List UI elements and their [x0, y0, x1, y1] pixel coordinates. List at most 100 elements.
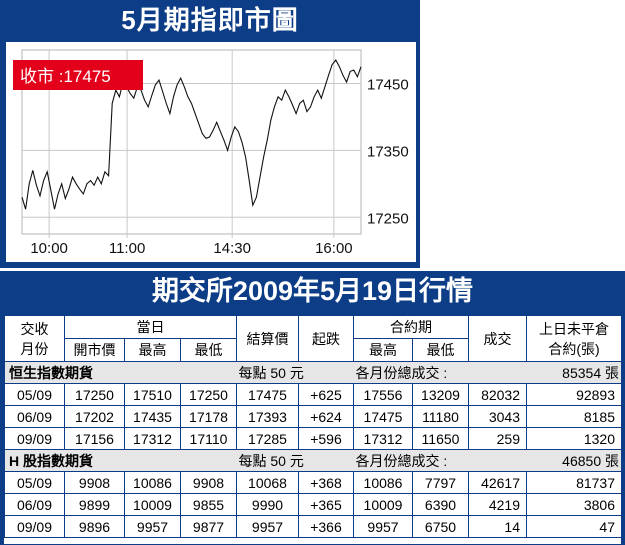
- x-tick-label: 14:30: [213, 240, 251, 257]
- table-row: 09/09 17156 17312 17110 17285 +596 17312 11650 2…: [4, 427, 622, 450]
- cell-low: 17178: [180, 405, 237, 428]
- cell-month: 06/09: [4, 493, 65, 516]
- chart-panel: 5月期指即市圖 10:00 11:00 14:30 16:00 17250 17350 1…: [0, 0, 420, 268]
- y-tick-label: 17250: [367, 210, 409, 227]
- cell-contract-high: 17556: [353, 383, 413, 406]
- cell-high: 17435: [124, 405, 181, 428]
- chart-title: 5月期指即市圖: [121, 5, 299, 35]
- header-open: 開市價: [64, 338, 125, 362]
- cell-month: 05/09: [4, 383, 65, 406]
- cell-contract-high: 9957: [353, 515, 413, 538]
- header-high: 最高: [124, 338, 181, 362]
- cell-high: 10009: [124, 493, 181, 516]
- cell-settle: 17285: [236, 427, 299, 450]
- cell-contract-low: 7797: [412, 471, 469, 494]
- section-total: 85354 張: [526, 361, 622, 384]
- table-row: 06/09 9899 10009 9855 9990 +365 10009 6390 4219 3…: [4, 493, 622, 516]
- header-change: 起跌: [298, 315, 354, 362]
- table-row: 05/09 9908 10086 9908 10068 +368 10086 7797 4261…: [4, 471, 622, 494]
- cell-open-interest: 3806: [526, 493, 622, 516]
- table-row: 05/09 17250 17510 17250 17475 +625 17556 13209 8…: [4, 383, 622, 406]
- cell-contract-low: 11650: [412, 427, 469, 450]
- cell-open: 17156: [64, 427, 125, 450]
- table-row: 06/09 17202 17435 17178 17393 +624 17475 11180 3…: [4, 405, 622, 428]
- cell-volume: 3043: [468, 405, 527, 428]
- y-tick-label: 17450: [367, 76, 409, 93]
- quote-table: 交收 月份 當日 結算價 起跌 合約期 成交 上日未平倉 合約(張) 開市價 最高 …: [4, 315, 622, 538]
- y-tick-label: 17350: [367, 143, 409, 160]
- intraday-chart: 10:00 11:00 14:30 16:00 17250 17350 17450 收市 …: [13, 49, 409, 257]
- cell-open-interest: 81737: [526, 471, 622, 494]
- table-panel: 期交所2009年5月19日行情 交收 月份 當日 結算價 起跌 合約期 成交 上日…: [0, 271, 625, 545]
- cell-contract-high: 17475: [353, 405, 413, 428]
- cell-open-interest: 92893: [526, 383, 622, 406]
- cell-open: 17202: [64, 405, 125, 428]
- cell-high: 17312: [124, 427, 181, 450]
- cell-change: +368: [298, 471, 354, 494]
- header-volume: 成交: [468, 315, 527, 362]
- cell-open: 9908: [64, 471, 125, 494]
- cell-settle: 17475: [236, 383, 299, 406]
- section-total-label: 各月份總成交 :: [353, 361, 527, 384]
- header-day-group: 當日: [64, 315, 237, 339]
- cell-month: 09/09: [4, 515, 65, 538]
- cell-contract-low: 6750: [412, 515, 469, 538]
- cell-high: 10086: [124, 471, 181, 494]
- cell-change: +365: [298, 493, 354, 516]
- cell-low: 17110: [180, 427, 237, 450]
- x-tick-label: 11:00: [109, 240, 145, 257]
- cell-change: +624: [298, 405, 354, 428]
- section-row: H 股指數期貨 每點 50 元各月份總成交 :46850 張: [4, 449, 622, 472]
- cell-high: 9957: [124, 515, 181, 538]
- cell-volume: 82032: [468, 383, 527, 406]
- cell-low: 9908: [180, 471, 237, 494]
- header-settle: 結算價: [236, 315, 299, 362]
- close-annotation-bg: [13, 60, 143, 90]
- cell-month: 05/09: [4, 471, 65, 494]
- price-series-line: [21, 59, 362, 210]
- chart-area: 10:00 11:00 14:30 16:00 17250 17350 17450 收市 …: [6, 42, 416, 262]
- cell-open: 9896: [64, 515, 125, 538]
- cell-change: +366: [298, 515, 354, 538]
- section-row: 恒生指數期貨 每點 50 元各月份總成交 :85354 張: [4, 361, 622, 384]
- cell-open-interest: 1320: [526, 427, 622, 450]
- header-contract-group: 合約期: [353, 315, 469, 339]
- section-total: 46850 張: [526, 449, 622, 472]
- table-row: 09/09 9896 9957 9877 9957 +366 9957 6750 14 47: [4, 515, 622, 538]
- section-point-value: 每點 50 元: [236, 361, 354, 384]
- cell-open-interest: 47: [526, 515, 622, 538]
- cell-change: +625: [298, 383, 354, 406]
- cell-open: 17250: [64, 383, 125, 406]
- cell-open: 9899: [64, 493, 125, 516]
- cell-contract-low: 11180: [412, 405, 469, 428]
- section-name: H 股指數期貨: [4, 449, 237, 472]
- plot-frame: [21, 49, 362, 235]
- cell-low: 9877: [180, 515, 237, 538]
- cell-change: +596: [298, 427, 354, 450]
- cell-low: 9855: [180, 493, 237, 516]
- cell-settle: 10068: [236, 471, 299, 494]
- header-contract-high: 最高: [353, 338, 413, 362]
- x-tick-label: 16:00: [315, 240, 353, 257]
- cell-settle: 9957: [236, 515, 299, 538]
- cell-open-interest: 8185: [526, 405, 622, 428]
- section-total-label: 各月份總成交 :: [353, 449, 527, 472]
- cell-contract-high: 17312: [353, 427, 413, 450]
- cell-volume: 259: [468, 427, 527, 450]
- header-contract-low: 最低: [412, 338, 469, 362]
- section-name: 恒生指數期貨: [4, 361, 237, 384]
- cell-contract-low: 6390: [412, 493, 469, 516]
- cell-contract-high: 10009: [353, 493, 413, 516]
- cell-contract-high: 10086: [353, 471, 413, 494]
- cell-volume: 42617: [468, 471, 527, 494]
- cell-month: 06/09: [4, 405, 65, 428]
- close-annotation: 收市 :17475: [20, 67, 111, 86]
- cell-contract-low: 13209: [412, 383, 469, 406]
- cell-low: 17250: [180, 383, 237, 406]
- section-point-value: 每點 50 元: [236, 449, 354, 472]
- header-month: 交收 月份: [4, 315, 65, 362]
- x-tick-label: 10:00: [30, 240, 68, 257]
- header-month-line: 交收: [20, 320, 49, 337]
- cell-volume: 14: [468, 515, 527, 538]
- cell-volume: 4219: [468, 493, 527, 516]
